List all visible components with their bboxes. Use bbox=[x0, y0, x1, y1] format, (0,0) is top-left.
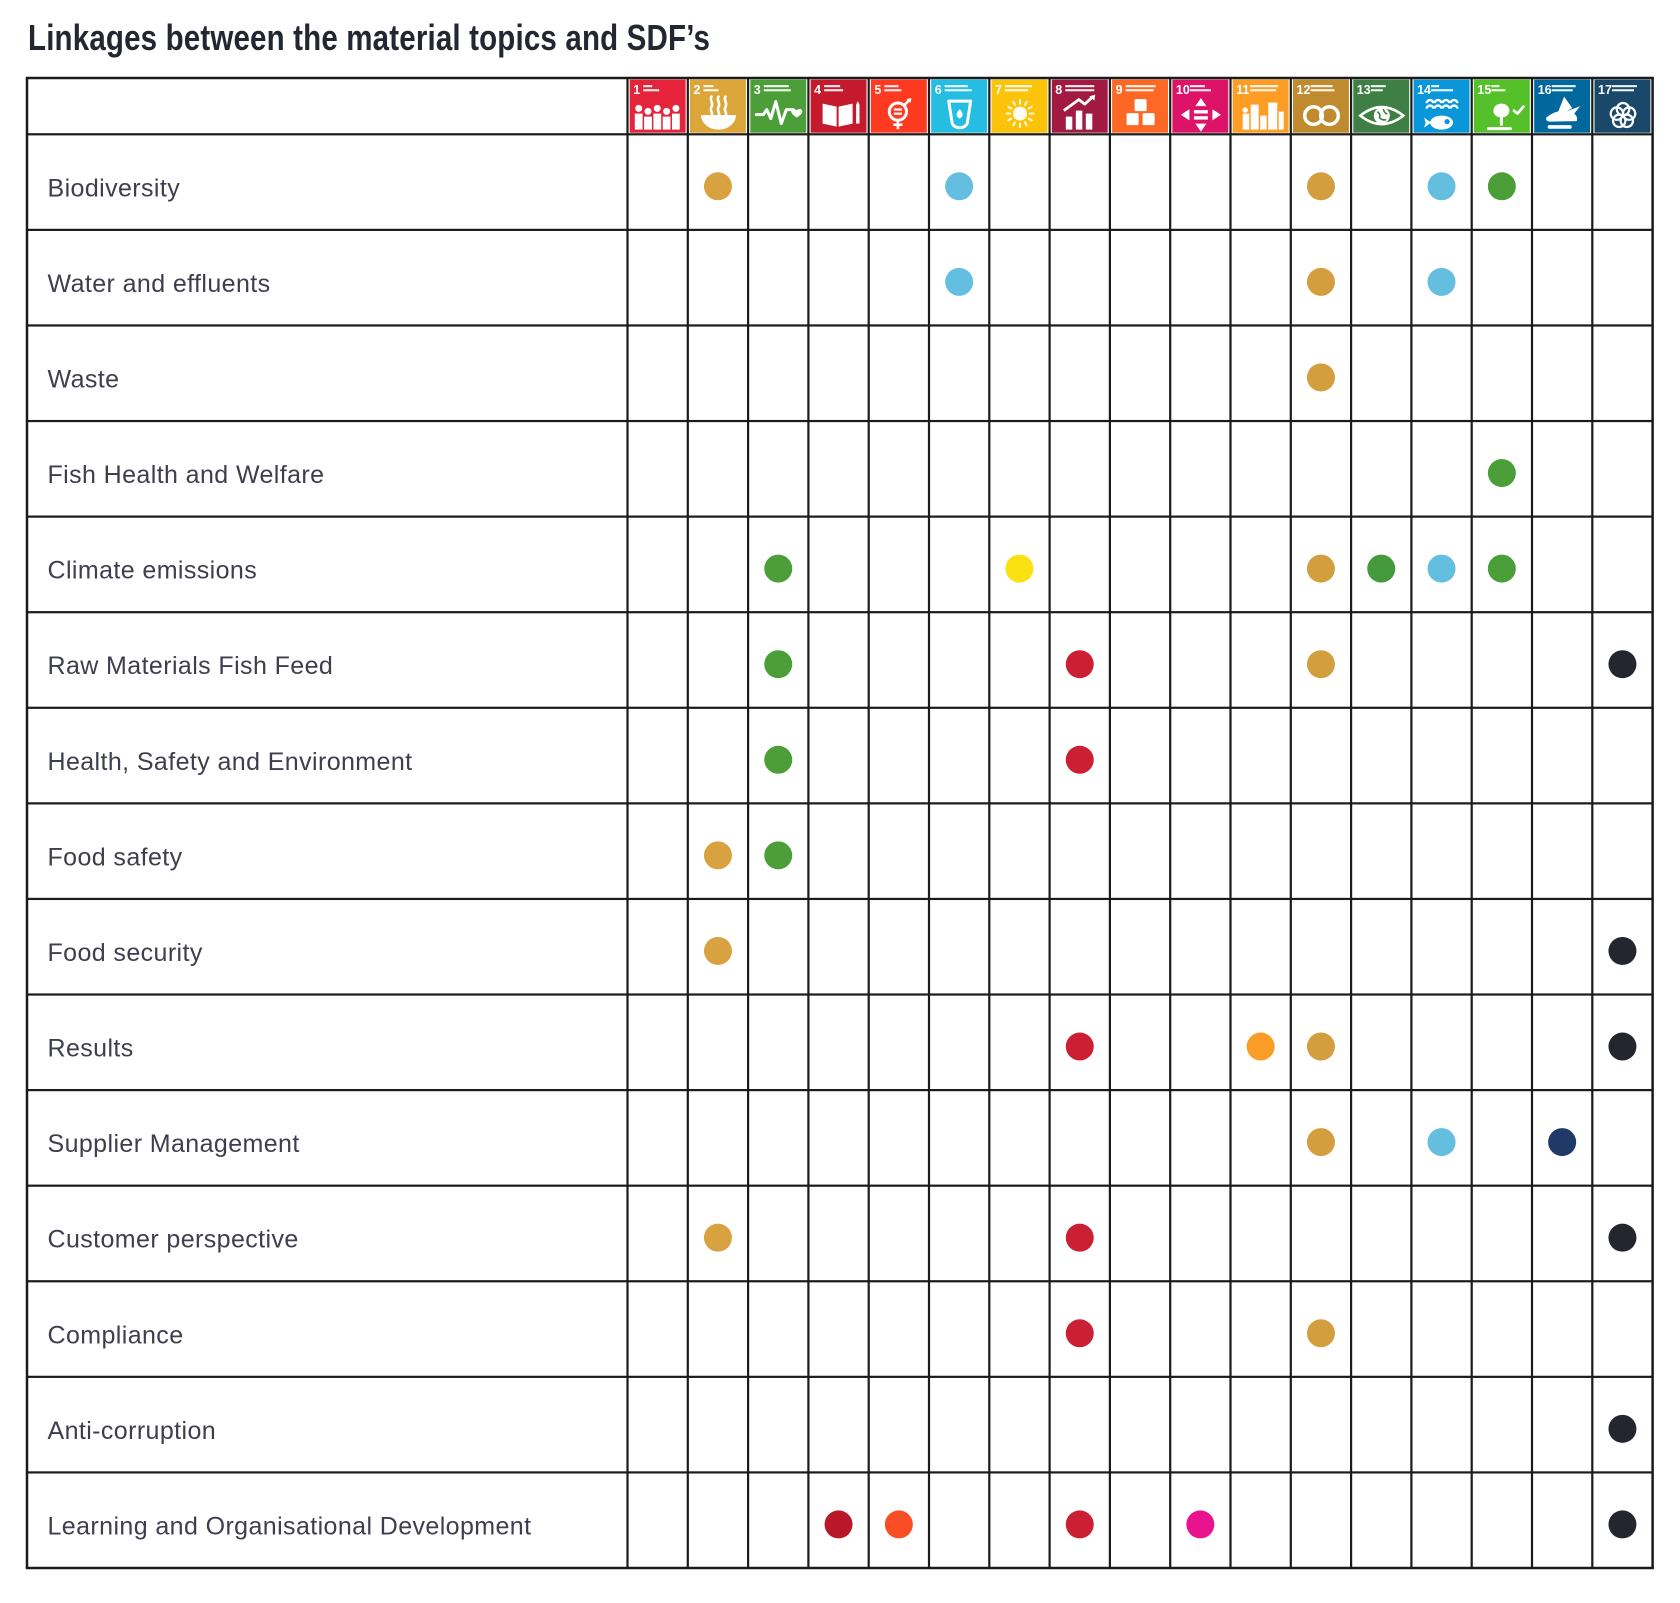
svg-text:11: 11 bbox=[1236, 83, 1249, 97]
svg-text:12: 12 bbox=[1297, 83, 1311, 97]
svg-text:14: 14 bbox=[1417, 83, 1431, 97]
svg-text:Linkages between the material: Linkages between the material topics and… bbox=[28, 17, 710, 57]
svg-text:Water and effluents: Water and effluents bbox=[48, 270, 271, 298]
svg-text:Waste: Waste bbox=[48, 365, 120, 393]
svg-text:15: 15 bbox=[1477, 83, 1491, 97]
svg-text:Food safety: Food safety bbox=[48, 843, 183, 871]
svg-text:5: 5 bbox=[874, 83, 881, 97]
svg-text:1: 1 bbox=[633, 83, 640, 97]
svg-text:Raw Materials Fish Feed: Raw Materials Fish Feed bbox=[48, 652, 334, 680]
svg-text:Anti-corruption: Anti-corruption bbox=[48, 1417, 217, 1445]
svg-text:17: 17 bbox=[1598, 83, 1612, 97]
svg-text:Supplier Management: Supplier Management bbox=[48, 1130, 300, 1158]
svg-text:Food security: Food security bbox=[48, 939, 203, 967]
svg-text:10: 10 bbox=[1176, 83, 1190, 97]
svg-text:Compliance: Compliance bbox=[48, 1321, 184, 1349]
svg-text:6: 6 bbox=[935, 83, 942, 97]
svg-text:4: 4 bbox=[814, 83, 821, 97]
svg-text:Health, Safety and Environment: Health, Safety and Environment bbox=[48, 748, 413, 776]
svg-text:Fish Health and Welfare: Fish Health and Welfare bbox=[48, 461, 325, 489]
svg-text:16: 16 bbox=[1538, 83, 1552, 97]
svg-text:Climate emissions: Climate emissions bbox=[48, 557, 258, 585]
svg-text:7: 7 bbox=[995, 83, 1002, 97]
svg-text:3: 3 bbox=[754, 83, 761, 97]
svg-text:Customer perspective: Customer perspective bbox=[48, 1226, 299, 1254]
svg-text:9: 9 bbox=[1116, 83, 1123, 97]
svg-text:Results: Results bbox=[48, 1035, 134, 1063]
svg-text:2: 2 bbox=[694, 83, 701, 97]
svg-text:Biodiversity: Biodiversity bbox=[48, 174, 181, 202]
svg-text:8: 8 bbox=[1055, 83, 1062, 97]
svg-text:13: 13 bbox=[1357, 83, 1371, 97]
svg-text:Learning and Organisational De: Learning and Organisational Development bbox=[48, 1512, 532, 1540]
